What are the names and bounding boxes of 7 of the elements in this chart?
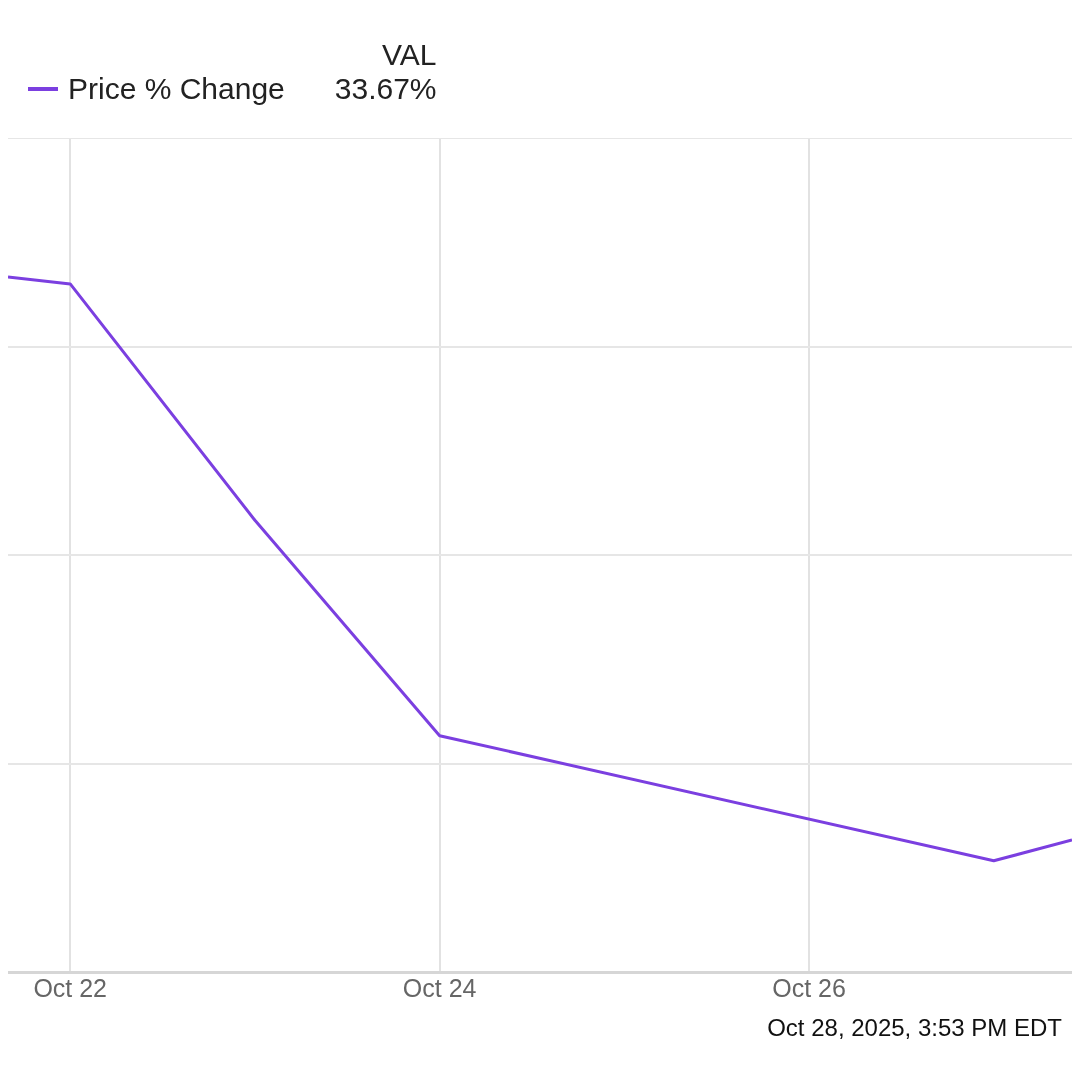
- legend-label: Price % Change: [68, 72, 285, 106]
- x-tick-label: Oct 22: [33, 973, 108, 1002]
- text: 33.67%: [334, 72, 437, 106]
- text: Oct 28, 2025, 3:53 PM EDT: [767, 1014, 1062, 1042]
- text: VAL: [381, 38, 437, 72]
- x-tick-label: Oct 24: [402, 973, 477, 1002]
- x-tick-label: Oct 26: [772, 973, 846, 1002]
